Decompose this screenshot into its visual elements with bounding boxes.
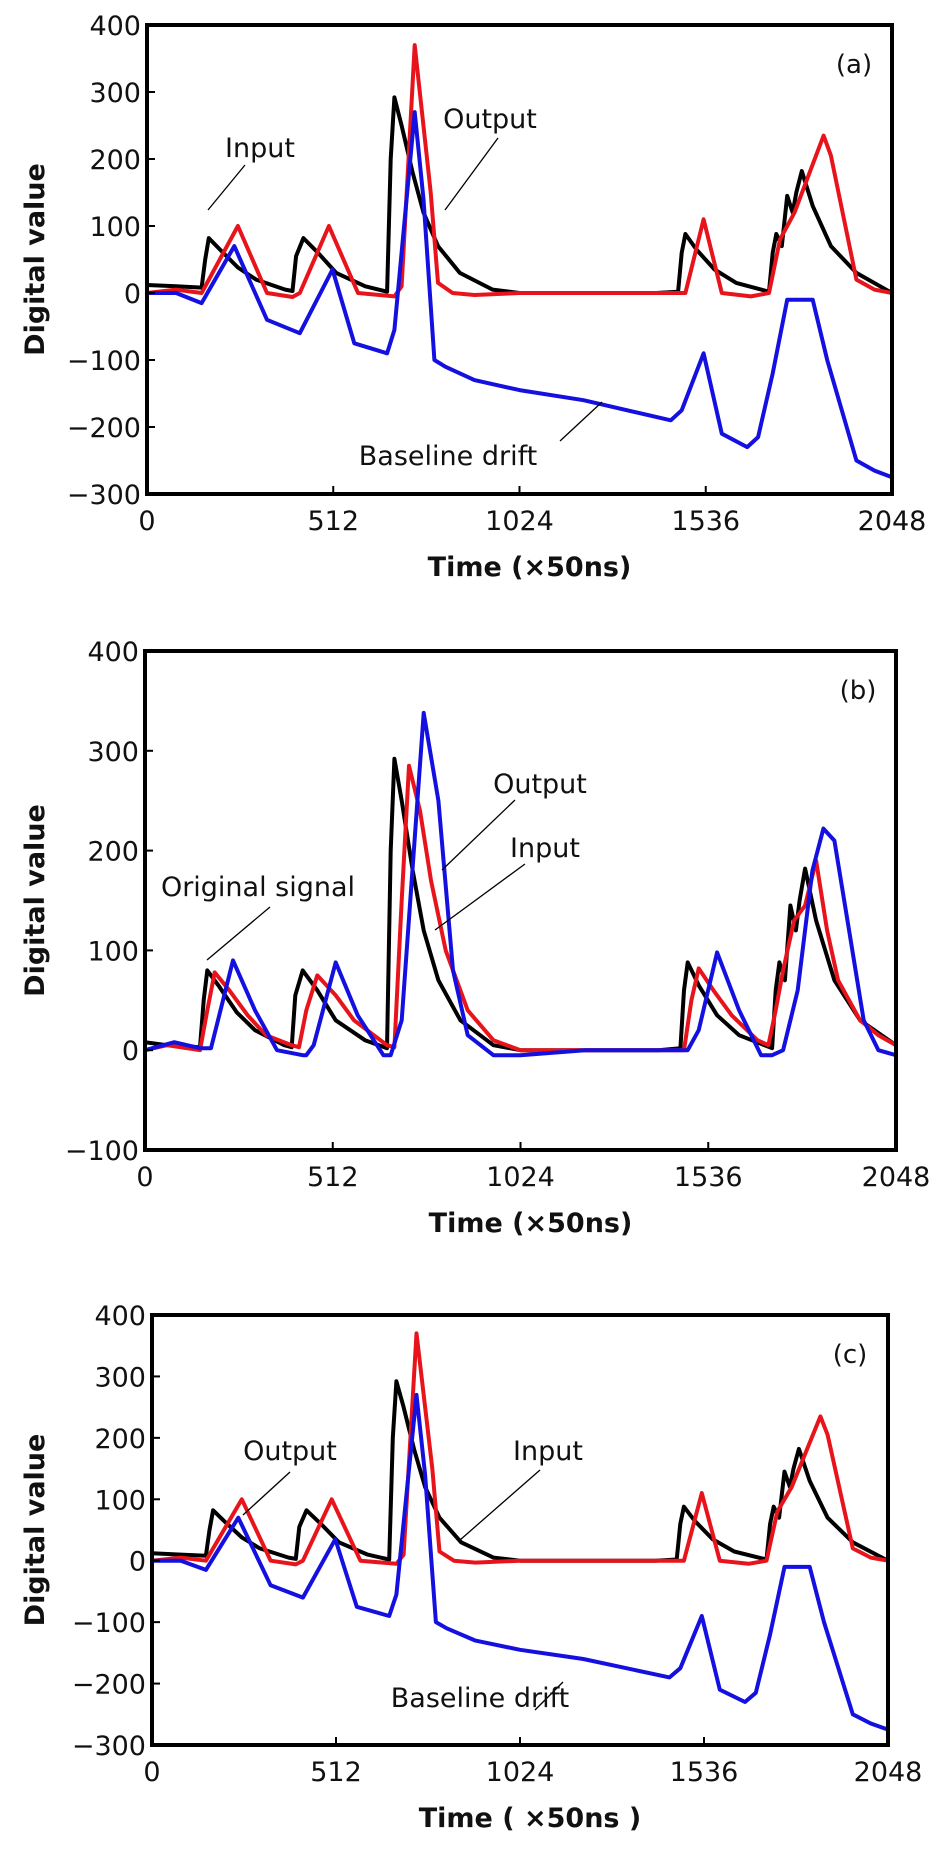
annotation-leader-line (459, 1469, 541, 1541)
y-tick-label: 100 (89, 212, 141, 243)
annotation-leader-line (207, 164, 246, 211)
annotation-leader-line (444, 137, 499, 211)
series-line-output (152, 1331, 888, 1567)
series-line-output (147, 43, 892, 299)
y-tick-label: −100 (67, 346, 141, 377)
x-tick-label: 2048 (858, 506, 927, 537)
plot-area (152, 1331, 888, 1732)
annotation-leader-line (242, 1471, 291, 1516)
x-tick-label: 1024 (486, 1757, 555, 1788)
annotation-label: Output (443, 104, 537, 135)
x-axis-title: Time ( ×50ns ) (419, 1803, 642, 1834)
plot-area (147, 43, 892, 480)
y-tick-label: 400 (87, 637, 139, 668)
x-tick-label: 1536 (670, 1757, 739, 1788)
y-tick-label: 200 (87, 837, 139, 868)
x-tick-label: 2048 (854, 1757, 923, 1788)
y-axis-title: Digital value (20, 1434, 51, 1627)
annotation-label: Output (243, 1436, 337, 1467)
y-tick-label: 400 (89, 11, 141, 42)
y-tick-label: −300 (67, 480, 141, 511)
y-tick-label: 100 (87, 936, 139, 967)
panel-label: (b) (840, 676, 877, 706)
chart-panel-c: 0 512 1024 1536 2048 400 300 200 100 0 −100 −200 −30… (20, 1301, 922, 1834)
annotation-label: Original signal (161, 872, 355, 903)
x-axis-title: Time (×50ns) (428, 552, 632, 583)
annotation-label: Baseline drift (391, 1683, 569, 1714)
y-tick-label: 300 (94, 1362, 146, 1393)
panel-label: (a) (836, 50, 872, 80)
x-tick-label: 512 (310, 1757, 362, 1788)
panel-label: (c) (833, 1340, 868, 1370)
series-line-baseline-drift (152, 1392, 888, 1732)
y-tick-label: 0 (129, 1547, 146, 1578)
y-tick-label: −200 (67, 413, 141, 444)
annotation-leader-line (441, 799, 516, 871)
plot-area (145, 710, 896, 1058)
y-tick-label: 100 (94, 1485, 146, 1516)
annotation-leader-line (534, 1681, 564, 1711)
annotation-leader-line (206, 906, 271, 961)
annotation-label: Output (493, 769, 587, 800)
series-line-baseline-drift (147, 110, 892, 480)
y-tick-label: 300 (89, 78, 141, 109)
x-tick-label: 512 (307, 1162, 359, 1193)
y-axis-title: Digital value (20, 163, 51, 356)
annotation-label: Input (513, 1436, 583, 1467)
series-line-original-signal (145, 756, 896, 1053)
y-tick-label: 0 (122, 1036, 139, 1067)
x-tick-label: 1024 (486, 1162, 555, 1193)
x-tick-label: 2048 (862, 1162, 931, 1193)
x-tick-label: 0 (143, 1757, 160, 1788)
annotation-leader-line (559, 401, 603, 442)
annotation-label: Input (510, 833, 580, 864)
plot-frame (145, 23, 894, 496)
y-tick-label: −300 (72, 1731, 146, 1762)
x-tick-label: 1024 (485, 506, 554, 537)
x-tick-label: 512 (307, 506, 359, 537)
y-tick-label: 200 (94, 1424, 146, 1455)
y-tick-label: −100 (72, 1608, 146, 1639)
x-tick-label: 0 (136, 1162, 153, 1193)
series-line-input (145, 763, 896, 1053)
y-tick-label: 300 (87, 737, 139, 768)
annotation-label: Input (225, 133, 295, 164)
series-line-output (145, 710, 896, 1058)
x-tick-label: 0 (138, 506, 155, 537)
y-tick-label: −100 (65, 1136, 139, 1167)
annotation-leader-line (434, 863, 526, 931)
y-tick-label: 200 (89, 145, 141, 176)
series-line-input (152, 1379, 888, 1563)
x-tick-label: 1536 (674, 1162, 743, 1193)
chart-panel-a: 0 512 1024 1536 2048 400 300 200 100 0 −100 −200 −30… (20, 11, 926, 583)
series-line-input (147, 95, 892, 295)
y-tick-label: −200 (72, 1670, 146, 1701)
plot-frame (150, 1313, 890, 1747)
x-tick-label: 1536 (671, 506, 740, 537)
y-tick-label: 400 (94, 1301, 146, 1332)
x-axis-title: Time (×50ns) (429, 1208, 633, 1239)
y-tick-label: 0 (124, 279, 141, 310)
annotation-label: Baseline drift (359, 441, 537, 472)
y-axis-title: Digital value (20, 804, 51, 997)
